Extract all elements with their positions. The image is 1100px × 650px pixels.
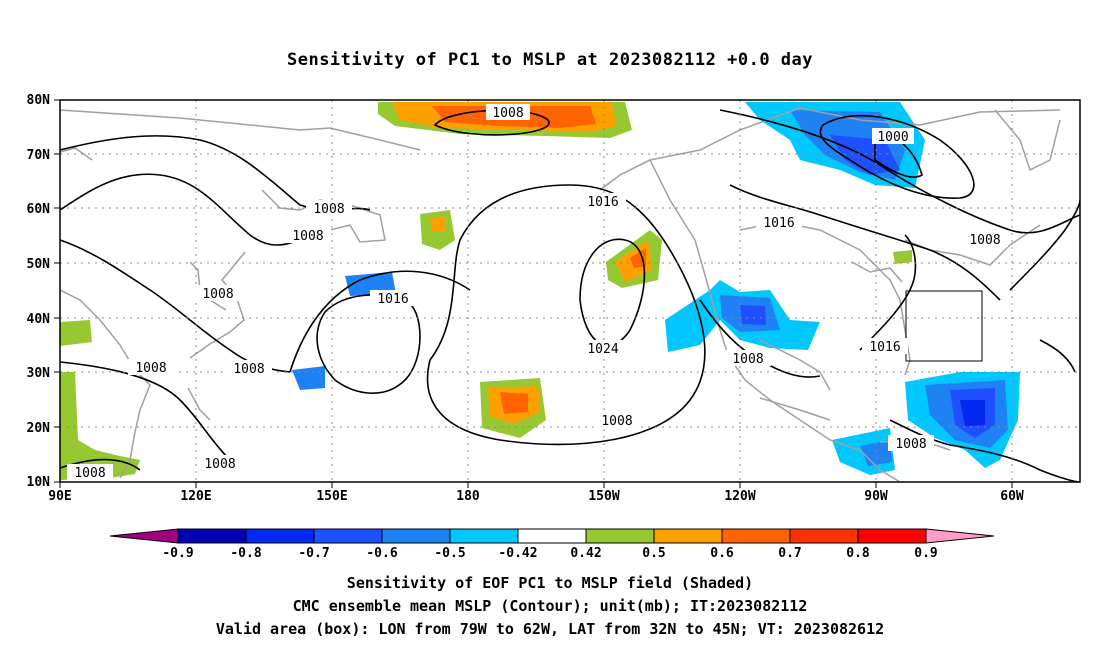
contour-label: 1008 bbox=[306, 200, 352, 217]
shade-positive-kam-core bbox=[430, 218, 446, 232]
svg-text:1008: 1008 bbox=[969, 233, 1000, 248]
colorbar-swatches bbox=[109, 528, 995, 544]
colorbar-swatch bbox=[585, 528, 655, 544]
lon-label: 90W bbox=[864, 489, 888, 504]
lat-label: 60N bbox=[27, 202, 51, 217]
colorbar-swatch bbox=[653, 528, 723, 544]
svg-text:1016: 1016 bbox=[377, 292, 408, 307]
caption-line-1: Sensitivity of EOF PC1 to MSLP field (Sh… bbox=[346, 574, 754, 592]
lon-label: 150E bbox=[316, 489, 347, 504]
plot-frame bbox=[59, 99, 1081, 483]
contour-labels: 1008 1000 1016 1008 1008 1016 1008 1008 … bbox=[128, 104, 1008, 452]
mslp-contours bbox=[60, 109, 1080, 482]
lat-label: 40N bbox=[27, 312, 51, 327]
colorbar-swatch bbox=[857, 528, 927, 544]
shade-positive-ne bbox=[893, 250, 912, 264]
lon-axis: 90E 120E 150E 180 150W 120W 90W 60W bbox=[48, 489, 1024, 504]
contour-label: 1024 bbox=[580, 340, 626, 357]
coastlines bbox=[60, 107, 1061, 482]
lon-label: 120E bbox=[180, 489, 211, 504]
contour-label: 1000 bbox=[872, 128, 914, 145]
colorbar-swatch bbox=[313, 528, 383, 544]
svg-text:1016: 1016 bbox=[763, 216, 794, 231]
svg-text:1016: 1016 bbox=[869, 340, 900, 355]
colorbar-label: -0.6 bbox=[366, 546, 397, 561]
lat-label: 50N bbox=[27, 257, 51, 272]
svg-text:1016: 1016 bbox=[587, 195, 618, 210]
lon-label: 60W bbox=[1000, 489, 1024, 504]
contour-label: 1008 bbox=[888, 435, 934, 452]
colorbar-swatch bbox=[449, 528, 519, 544]
colorbar-swatch bbox=[721, 528, 791, 544]
contour-label: 1016 bbox=[756, 214, 802, 231]
svg-text:1008: 1008 bbox=[492, 106, 523, 121]
contour-label: 1008 bbox=[725, 350, 771, 367]
svg-text:1008: 1008 bbox=[601, 414, 632, 429]
lat-label: 30N bbox=[27, 366, 51, 381]
colorbar-swatch-max bbox=[925, 528, 995, 544]
svg-text:1024: 1024 bbox=[587, 342, 618, 357]
valid-area-box bbox=[905, 290, 983, 362]
shade-negative-gulf2 bbox=[860, 440, 892, 466]
contour-label: 1008 bbox=[226, 360, 272, 377]
lat-label: 70N bbox=[27, 148, 51, 163]
colorbar-swatch bbox=[381, 528, 451, 544]
contour-label: 1016 bbox=[580, 193, 626, 210]
chart-title: Sensitivity of PC1 to MSLP at 2023082112… bbox=[286, 50, 813, 70]
contour-label-extra: 1008 bbox=[74, 466, 105, 481]
shade-negative-wpac bbox=[292, 366, 325, 390]
colorbar-label: 0.9 bbox=[914, 546, 937, 561]
svg-text:1008: 1008 bbox=[313, 202, 344, 217]
contour-label-extra: 1008 bbox=[204, 457, 235, 472]
lon-label: 120W bbox=[724, 489, 755, 504]
lat-label: 80N bbox=[27, 93, 51, 108]
lat-axis: 80N 70N 60N 50N 40N 30N 20N 10N bbox=[27, 93, 51, 490]
shade-negative-atl4 bbox=[960, 400, 985, 426]
lon-label: 90E bbox=[48, 489, 71, 504]
svg-text:1008: 1008 bbox=[292, 229, 323, 244]
lon-label: 150W bbox=[588, 489, 619, 504]
svg-text:1008: 1008 bbox=[732, 352, 763, 367]
colorbar-swatch bbox=[177, 528, 247, 544]
svg-text:1000: 1000 bbox=[877, 130, 908, 145]
svg-text:1008: 1008 bbox=[135, 361, 166, 376]
colorbar-label: 0.7 bbox=[778, 546, 801, 561]
colorbar-swatch bbox=[245, 528, 315, 544]
colorbar-swatch-min bbox=[109, 528, 179, 544]
lon-label: 180 bbox=[456, 489, 480, 504]
colorbar-label: -0.7 bbox=[298, 546, 329, 561]
svg-text:1008: 1008 bbox=[202, 287, 233, 302]
contour-label: 1008 bbox=[285, 227, 331, 244]
contour-label: 1008 bbox=[594, 412, 640, 429]
shade-positive-asia2 bbox=[60, 372, 140, 480]
colorbar-label: 0.8 bbox=[846, 546, 870, 561]
contour-label: 1008 bbox=[128, 359, 174, 376]
colorbar-label: 0.6 bbox=[710, 546, 734, 561]
contour-label: 1008 bbox=[962, 231, 1008, 248]
lat-label: 10N bbox=[27, 475, 51, 490]
colorbar-swatch bbox=[517, 528, 587, 544]
contour-label: 1016 bbox=[370, 290, 416, 307]
colorbar: -0.9 -0.8 -0.7 -0.6 -0.5 -0.42 0.42 0.5 … bbox=[109, 528, 995, 561]
colorbar-label: 0.5 bbox=[642, 546, 665, 561]
shade-negative-uswest3 bbox=[740, 305, 766, 325]
svg-text:1008: 1008 bbox=[895, 437, 926, 452]
caption-line-3: Valid area (box): LON from 79W to 62W, L… bbox=[215, 620, 885, 638]
shade-positive-sub-core2 bbox=[500, 392, 528, 414]
colorbar-label: -0.8 bbox=[230, 546, 261, 561]
contour-label: 1008 bbox=[486, 104, 530, 121]
contour-label: 1016 bbox=[862, 338, 908, 355]
shade-positive-asia bbox=[60, 320, 92, 346]
colorbar-label: -0.5 bbox=[434, 546, 465, 561]
caption-line-2: CMC ensemble mean MSLP (Contour); unit(m… bbox=[292, 597, 808, 615]
colorbar-label: 0.42 bbox=[570, 546, 601, 561]
colorbar-labels: -0.9 -0.8 -0.7 -0.6 -0.5 -0.42 0.42 0.5 … bbox=[162, 546, 937, 561]
colorbar-label: -0.9 bbox=[162, 546, 193, 561]
lat-label: 20N bbox=[27, 421, 51, 436]
colorbar-swatch bbox=[789, 528, 859, 544]
svg-text:1008: 1008 bbox=[233, 362, 264, 377]
contour-label: 1008 bbox=[195, 285, 241, 302]
colorbar-label: -0.42 bbox=[498, 546, 537, 561]
